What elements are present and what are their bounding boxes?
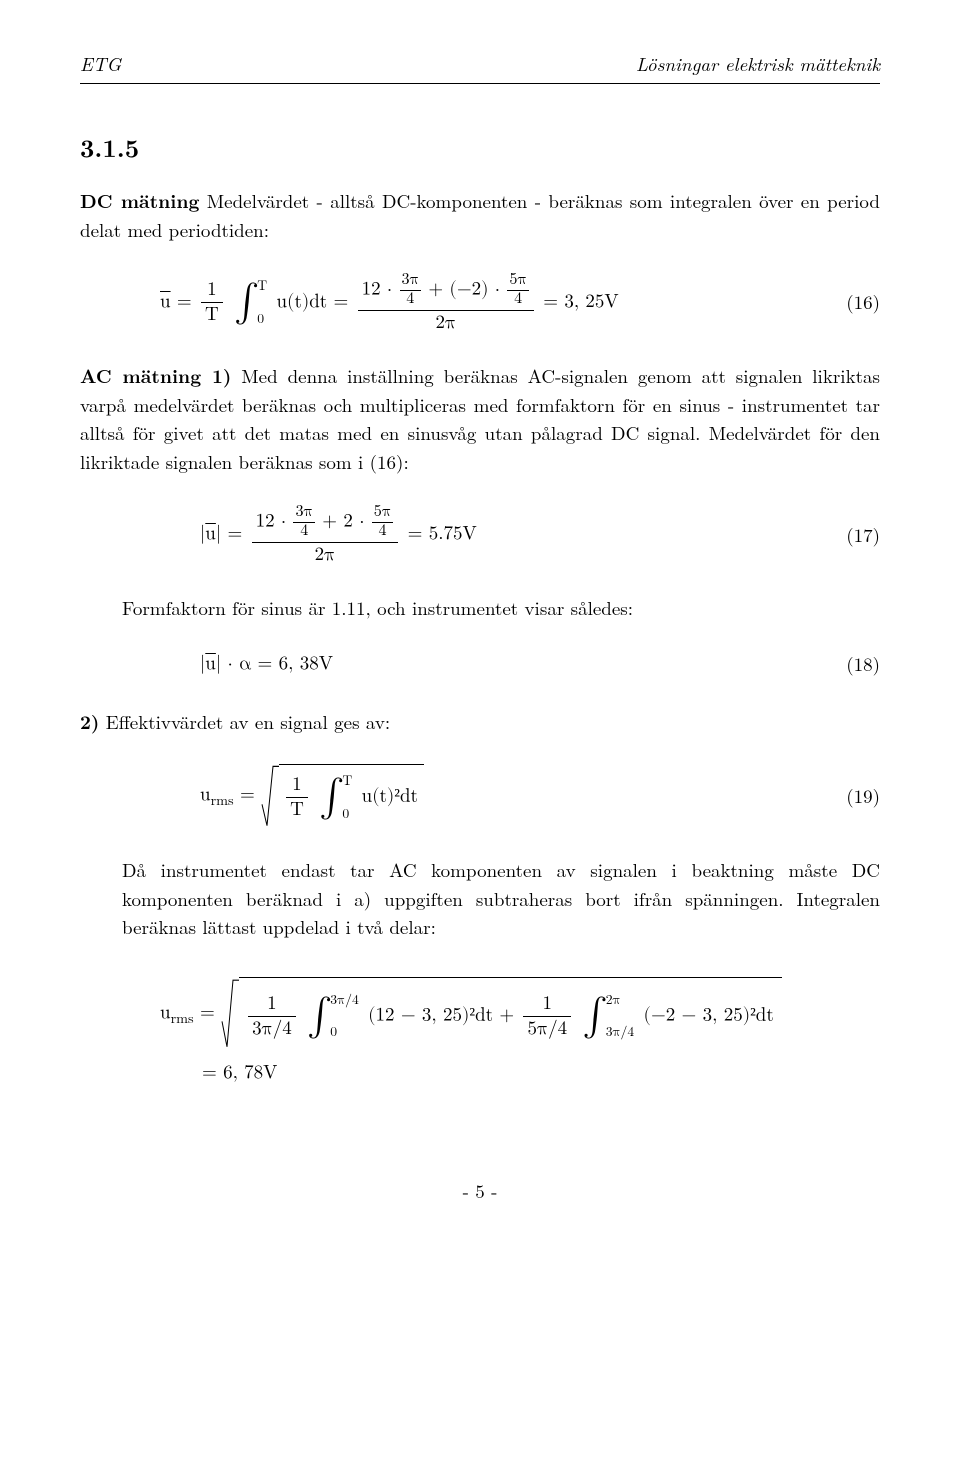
- eq16-math: u = 1T ∫T0 u(t)dt = 12 · 3π4 + (−2) · 5π…: [80, 272, 820, 333]
- para-1: DC mätning Medelvärdet - alltså DC-kompo…: [80, 186, 880, 244]
- eq19-math: urms = 1T ∫T0 u(t)²dt: [80, 764, 820, 828]
- equation-17: |u| = 12 · 3π4 + 2 · 5π4 2π = 5.75V (17): [80, 504, 880, 565]
- section-number: 3.1.5: [80, 129, 880, 167]
- para-4-lead: 2): [80, 707, 99, 735]
- eq20-line1: urms = 13π/4 ∫3π/40 (12 − 3, 25)²dt + 15…: [160, 977, 880, 1051]
- page-footer: - 5 -: [80, 1177, 880, 1206]
- header-rule: [80, 83, 880, 84]
- para-5: Då instrumentet endast tar AC komponente…: [80, 856, 880, 942]
- eq18-num: (18): [820, 650, 880, 679]
- equation-20: urms = 13π/4 ∫3π/40 (12 − 3, 25)²dt + 15…: [80, 977, 880, 1088]
- eq20-line2: = 6, 78V: [160, 1059, 880, 1088]
- eq16-num: (16): [820, 288, 880, 317]
- header-right: Lösningar elektrisk mätteknik: [636, 50, 880, 79]
- eq19-num: (19): [820, 782, 880, 811]
- header-left: ETG: [80, 50, 121, 79]
- para-3: Formfaktorn för sinus är 1.11, och instr…: [80, 594, 880, 623]
- eq17-math: |u| = 12 · 3π4 + 2 · 5π4 2π = 5.75V: [80, 504, 820, 565]
- equation-18: |u| · α = 6, 38V (18): [80, 650, 880, 679]
- para-1-lead: DC mätning: [80, 186, 199, 214]
- equation-16: u = 1T ∫T0 u(t)dt = 12 · 3π4 + (−2) · 5π…: [80, 272, 880, 333]
- para-2-lead: AC mätning 1): [80, 361, 231, 389]
- para-4: 2) Effektivvärdet av en signal ges av:: [80, 707, 880, 737]
- para-2: AC mätning 1) Med denna inställning berä…: [80, 361, 880, 476]
- page-header: ETG Lösningar elektrisk mätteknik: [80, 50, 880, 79]
- eq17-num: (17): [820, 521, 880, 550]
- equation-19: urms = 1T ∫T0 u(t)²dt (19): [80, 764, 880, 828]
- eq18-math: |u| · α = 6, 38V: [80, 650, 820, 679]
- para-4-text: Effektivvärdet av en signal ges av:: [99, 708, 390, 735]
- para-1-text: Medelvärdet - alltså DC-komponenten - be…: [80, 187, 880, 243]
